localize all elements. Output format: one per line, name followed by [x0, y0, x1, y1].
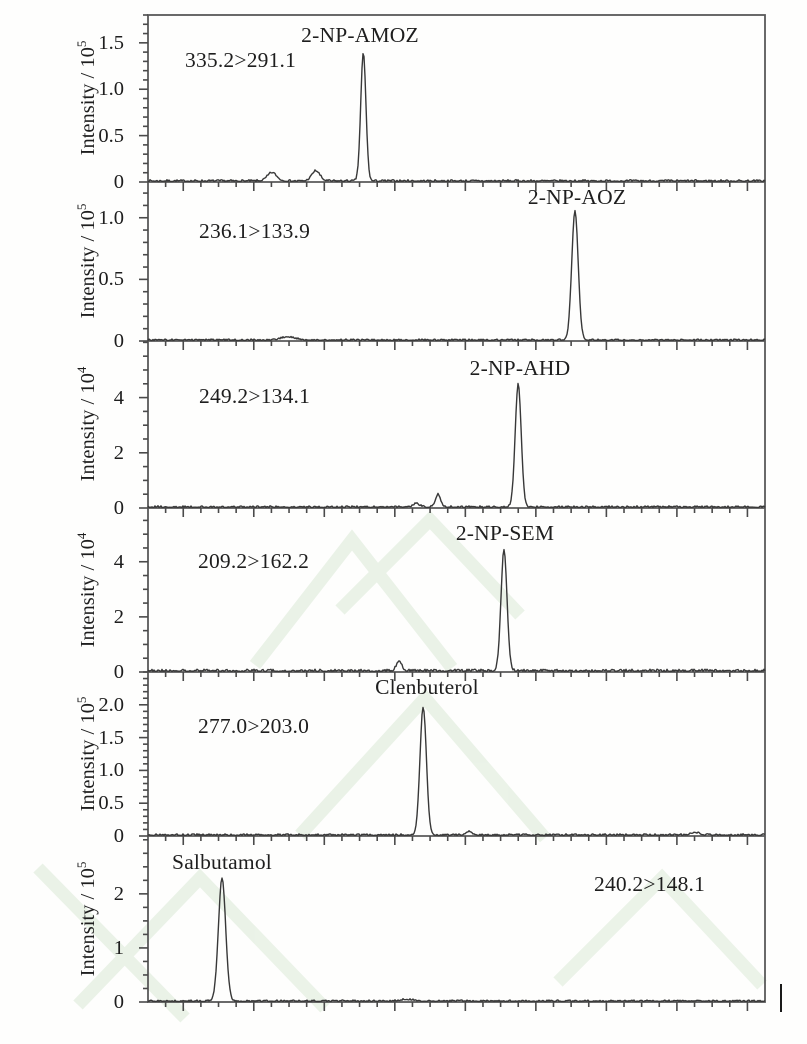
y-axis-exponent: 4 — [74, 532, 90, 540]
panel-5-transition-label: 277.0>203.0 — [198, 714, 310, 738]
panel-5-ytick-1.5: 1.5 — [98, 726, 124, 749]
panel-4-ytick-2: 2 — [113, 605, 124, 628]
panel-3-ytick-0: 0 — [113, 497, 124, 519]
watermark-layer — [33, 510, 767, 1023]
panel-6-transition-label: 240.2>148.1 — [594, 872, 706, 896]
panel-5-ytick-0.5: 0.5 — [98, 792, 124, 815]
panel-5-ytick-1.0: 1.0 — [98, 759, 124, 782]
panel-4-transition-label: 209.2>162.2 — [198, 549, 310, 573]
panel-1-trace — [148, 53, 766, 183]
panel-1-analyte-label: 2-NP-AMOZ — [301, 23, 419, 47]
panel-3-analyte-label: 2-NP-AHD — [469, 356, 571, 380]
panel-5-trace — [147, 706, 766, 837]
panel-1-ytick-1.5: 1.5 — [98, 31, 124, 54]
panel-1-ytick-0: 0 — [113, 171, 124, 193]
panel-6-analyte-label: Salbutamol — [172, 850, 272, 874]
panel-3-transition-label: 249.2>134.1 — [199, 384, 311, 408]
panel-6-ytick-1: 1 — [113, 936, 124, 959]
panel-4-ytick-0: 0 — [113, 661, 124, 683]
panel-2-trace — [147, 209, 766, 342]
panel-6-trace — [147, 877, 766, 1003]
panel-3-ytick-2: 2 — [113, 441, 124, 464]
panel-1-transition-label: 335.2>291.1 — [185, 48, 297, 72]
panel-5-analyte-label: Clenbuterol — [375, 675, 479, 699]
panel-4-trace — [147, 548, 766, 673]
panel-1-ytick-1.0: 1.0 — [98, 78, 124, 101]
panel-6-ytick-0: 0 — [113, 991, 124, 1013]
panel-2-ytick-0: 0 — [113, 330, 124, 352]
panel-2-ytick-1.0: 1.0 — [98, 206, 124, 229]
y-axis-exponent: 5 — [74, 861, 90, 869]
panel-5-ytick-2.0: 2.0 — [98, 693, 124, 716]
panel-3-ytick-4: 4 — [113, 386, 124, 409]
panel-1-ytick-0.5: 0.5 — [98, 124, 124, 147]
panel-6-ytick-2: 2 — [113, 882, 124, 905]
panel-2-analyte-label: 2-NP-AOZ — [527, 185, 627, 209]
panel-4-ytick-4: 4 — [113, 550, 124, 573]
panel-4-analyte-label: 2-NP-SEM — [455, 521, 555, 545]
panel-2-transition-label: 236.1>133.9 — [199, 219, 311, 243]
traces — [147, 53, 766, 1003]
y-axis-exponent: 4 — [74, 366, 90, 374]
tick-marks — [139, 14, 749, 1011]
panel-3-trace — [147, 382, 766, 509]
panel-2-ytick-0.5: 0.5 — [98, 268, 124, 291]
panel-5-ytick-0: 0 — [113, 825, 124, 847]
